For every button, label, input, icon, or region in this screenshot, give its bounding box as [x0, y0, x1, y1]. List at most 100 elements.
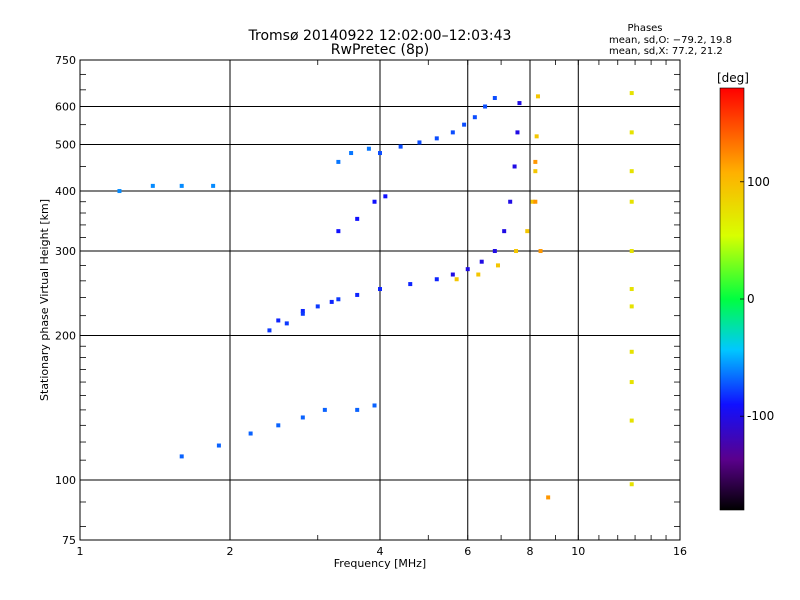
y-axis-label: Stationary phase Virtual Height [km]: [38, 199, 51, 401]
data-point: [629, 249, 634, 254]
data-point: [450, 130, 455, 135]
data-point: [349, 151, 354, 156]
x-tick-label: 2: [227, 545, 234, 558]
colorbar-tick-label: 100: [747, 175, 770, 189]
phase-stats-heading: Phases: [627, 23, 662, 34]
data-point: [300, 311, 305, 316]
data-point: [629, 418, 634, 423]
x-tick-label: 16: [673, 545, 687, 558]
colorbar-label: [deg]: [717, 71, 749, 85]
data-point: [465, 267, 470, 272]
data-point: [284, 321, 289, 326]
data-point: [629, 304, 634, 309]
data-point: [629, 199, 634, 204]
chart-title: Tromsø 20140922 12:02:00–12:03:43: [248, 28, 512, 44]
data-point: [515, 130, 520, 135]
data-point: [315, 304, 320, 309]
x-tick-label: 8: [527, 545, 534, 558]
data-point: [629, 482, 634, 487]
y-tick-label: 400: [55, 185, 76, 198]
data-point: [534, 134, 539, 139]
phase-stats-x: mean, sd,X: 77.2, 21.2: [609, 46, 723, 57]
data-point: [538, 249, 543, 254]
data-point: [300, 415, 305, 420]
data-point: [150, 183, 155, 188]
data-point: [479, 259, 484, 264]
data-point: [525, 229, 530, 234]
data-point: [336, 297, 341, 302]
data-point: [408, 282, 413, 287]
data-point: [216, 443, 221, 448]
colorbar-tick-label: -100: [747, 409, 774, 423]
colorbar-ticks: 100 0 -100: [740, 175, 774, 423]
data-point: [355, 407, 360, 412]
y-axis-ticks: 75 100 200 300 400 500 600 750: [55, 54, 680, 547]
data-point: [629, 287, 634, 292]
data-point: [336, 159, 341, 164]
data-point: [276, 318, 281, 323]
data-point: [629, 349, 634, 354]
data-point: [267, 328, 272, 333]
data-point: [329, 299, 334, 304]
colorbar-tick-label: 0: [747, 292, 755, 306]
data-point: [535, 94, 540, 99]
data-point: [378, 287, 382, 292]
y-tick-label: 300: [55, 245, 76, 258]
data-point: [533, 199, 538, 204]
data-point: [179, 454, 184, 459]
data-point: [372, 403, 377, 408]
data-point: [454, 277, 459, 282]
x-tick-label: 4: [377, 545, 384, 558]
data-point: [476, 272, 481, 277]
x-axis-label: Frequency [MHz]: [334, 557, 426, 570]
data-point: [179, 183, 184, 188]
data-point: [248, 431, 253, 436]
data-point: [629, 130, 634, 135]
data-point: [300, 308, 305, 313]
data-point: [508, 199, 513, 204]
data-point: [502, 229, 507, 234]
data-point: [533, 169, 538, 174]
data-point: [398, 144, 403, 149]
data-point: [276, 423, 281, 428]
data-point: [472, 115, 477, 120]
data-point: [483, 104, 488, 109]
data-point: [533, 159, 538, 164]
y-tick-label: 100: [55, 474, 76, 487]
data-point: [211, 183, 216, 188]
data-point: [629, 91, 634, 96]
x-tick-label: 6: [464, 545, 471, 558]
data-point: [517, 101, 522, 106]
y-tick-label: 750: [55, 54, 76, 67]
data-point: [355, 216, 360, 221]
data-point: [434, 277, 439, 282]
data-point: [117, 189, 122, 194]
x-tick-label: 1: [77, 545, 84, 558]
grid-lines: [80, 60, 680, 540]
data-points: [117, 91, 634, 500]
data-point: [450, 272, 455, 277]
data-point: [383, 194, 388, 199]
data-point: [355, 292, 360, 297]
y-tick-label: 600: [55, 101, 76, 114]
x-axis-ticks: 1 2 4 6 8 10 16: [77, 60, 687, 558]
data-point: [366, 146, 371, 151]
data-point: [546, 495, 551, 500]
data-point: [462, 122, 467, 127]
data-point: [495, 263, 500, 268]
data-point: [322, 407, 327, 412]
data-point: [378, 151, 382, 156]
data-point: [514, 249, 519, 254]
y-tick-label: 500: [55, 139, 76, 152]
data-point: [434, 136, 439, 141]
chart-subtitle: RwPretec (8p): [331, 42, 429, 58]
phase-stats-o: mean, sd,O: −79.2, 19.8: [609, 35, 732, 46]
data-point: [336, 229, 341, 234]
data-point: [417, 140, 422, 145]
data-point: [512, 164, 517, 169]
data-point: [629, 169, 634, 174]
y-tick-label: 200: [55, 330, 76, 343]
x-tick-label: 10: [571, 545, 585, 558]
data-point: [530, 199, 535, 204]
